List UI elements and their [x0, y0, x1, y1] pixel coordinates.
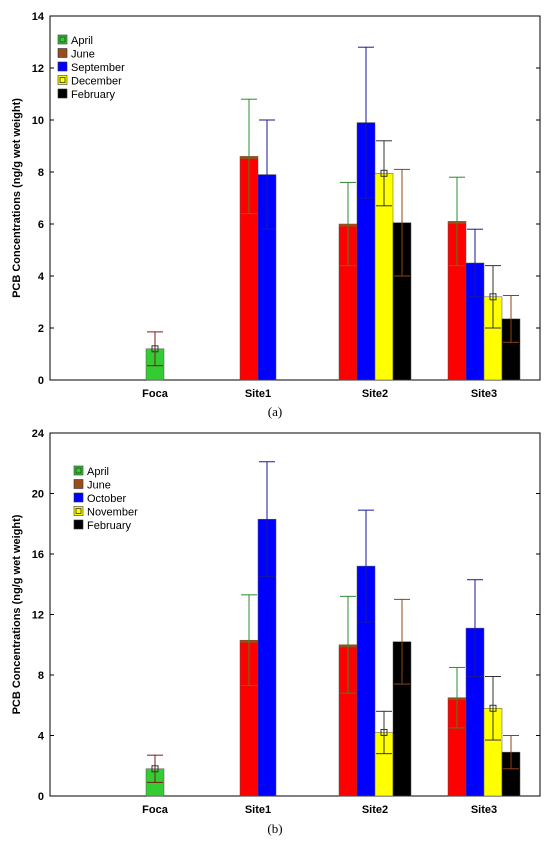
legend-label-february: February [87, 520, 132, 532]
y-tick-label: 12 [32, 63, 44, 75]
panel-caption: (b) [267, 821, 282, 836]
legend-label-june: June [71, 49, 95, 61]
legend-label-february: February [71, 89, 116, 101]
legend-swatch-november [73, 506, 84, 516]
x-tick-label-site3: Site3 [471, 388, 497, 400]
y-tick-label: 6 [38, 219, 44, 231]
point-marker [151, 765, 159, 773]
legend-marker [75, 467, 82, 474]
legend-swatch-october [73, 492, 84, 503]
y-tick-label: 0 [38, 791, 44, 803]
point-marker [489, 704, 497, 712]
legend-marker [59, 36, 66, 43]
legend-label-june: June [87, 480, 111, 492]
y-tick-label: 14 [32, 11, 45, 23]
legend-swatch-april [57, 34, 68, 45]
y-axis-label: PCB Concentrations (ng/g wet weight) [11, 514, 23, 714]
legend-swatch-february [57, 88, 68, 99]
y-tick-label: 8 [38, 670, 44, 682]
x-tick-label-site2: Site2 [362, 804, 388, 816]
legend-swatch-june [57, 48, 68, 58]
y-tick-label: 2 [38, 323, 44, 335]
x-tick-label-site3: Site3 [471, 804, 497, 816]
y-tick-label: 8 [38, 167, 44, 179]
x-tick-label-site1: Site1 [245, 388, 271, 400]
point-marker [380, 169, 388, 177]
chart-panel-b: 0 4 8 12 16 20 24 PCB Concentrations (ng/g wet … [11, 428, 541, 836]
y-tick-label: 4 [38, 731, 45, 743]
legend-label-december: December [71, 76, 122, 88]
y-tick-label: 10 [32, 115, 44, 127]
legend-marker [59, 77, 66, 83]
y-tick-label: 16 [32, 549, 44, 561]
legend-swatch-december [57, 75, 68, 85]
legend-label-april: April [71, 35, 93, 47]
legend-label-april: April [87, 466, 109, 478]
legend-swatch-june [73, 479, 84, 489]
y-tick-label: 24 [32, 428, 45, 440]
x-tick-label-foca: Foca [142, 388, 169, 400]
y-tick-label: 4 [38, 271, 45, 283]
y-tick-label: 0 [38, 375, 44, 387]
x-tick-label-foca: Foca [142, 804, 169, 816]
legend-swatch-february [73, 519, 84, 530]
y-tick-label: 20 [32, 489, 44, 501]
point-marker [151, 345, 159, 353]
legend-label-october: October [87, 493, 126, 505]
point-marker [489, 293, 497, 301]
legend-label-september: September [71, 62, 125, 74]
y-tick-label: 12 [32, 610, 44, 622]
y-axis-label: PCB Concentrations (ng/g wet weight) [11, 98, 23, 298]
legend-swatch-april [73, 465, 84, 476]
legend-marker [75, 508, 82, 514]
plot-frame [49, 15, 541, 381]
legend-swatch-september [57, 61, 68, 72]
chart-panel-a: 0 2 4 6 8 10 12 14 PCB Concentrations (ng/g wet … [11, 11, 541, 419]
legend-label-november: November [87, 507, 138, 519]
x-tick-label-site2: Site2 [362, 388, 388, 400]
point-marker [380, 728, 388, 736]
x-tick-label-site1: Site1 [245, 804, 271, 816]
panel-caption: (a) [268, 404, 282, 419]
